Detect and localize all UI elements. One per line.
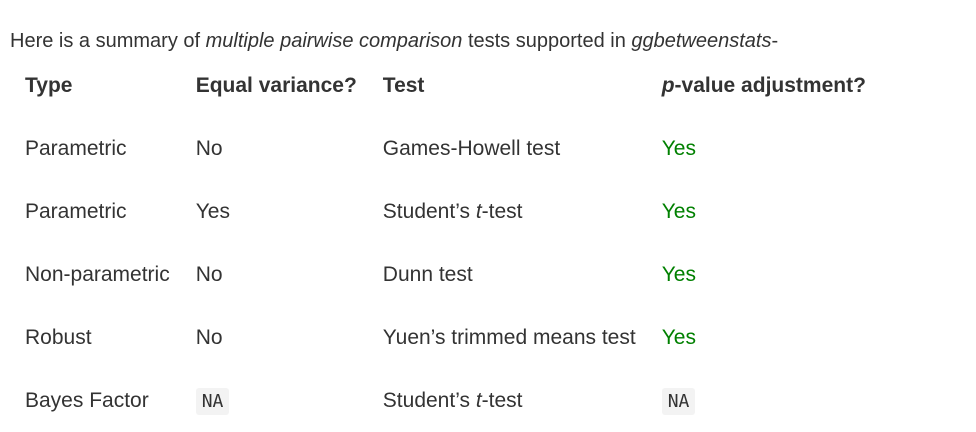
cell-test: Dunn test <box>370 243 649 306</box>
intro-middle: tests supported in <box>462 30 632 52</box>
table-row: Non-parametric No Dunn test Yes <box>12 243 879 306</box>
intro-suffix: - <box>771 30 779 52</box>
cell-type: Robust <box>25 325 92 349</box>
table-header-row: Type Equal variance? Test p-value adjust… <box>12 54 879 117</box>
table-row: Parametric No Games-Howell test Yes <box>12 117 879 180</box>
cell-type: Non-parametric <box>25 262 170 286</box>
header-type: Type <box>25 73 73 97</box>
cell-adjustment: Yes <box>661 136 696 160</box>
test-name-italic: t <box>475 199 482 223</box>
table-row: Bayes Factor NA Student’s t-test NA <box>12 369 879 432</box>
cell-adjustment: NA <box>649 369 879 432</box>
test-name: Games-Howell test <box>382 136 561 160</box>
header-p-italic: p <box>661 73 675 97</box>
na-code-badge: NA <box>661 387 696 415</box>
cell-equal-variance: Yes <box>195 199 230 223</box>
header-equal-variance: Equal variance? <box>195 73 357 97</box>
test-name-prefix: Student’s <box>382 388 476 412</box>
cell-type: Bayes Factor <box>25 388 149 412</box>
cell-equal-variance: NA <box>183 369 370 432</box>
cell-test: Yuen’s trimmed means test <box>370 306 649 369</box>
test-name: Dunn test <box>382 262 473 286</box>
cell-adjustment: Yes <box>661 325 696 349</box>
header-p-rest: -value adjustment? <box>674 73 866 97</box>
intro-emphasis-comparison: multiple pairwise comparison <box>205 30 463 52</box>
intro-emphasis-package: ggbetweenstats <box>631 30 772 52</box>
test-name-prefix: Student’s <box>382 199 476 223</box>
cell-equal-variance: No <box>195 325 223 349</box>
test-name-italic: t <box>475 388 482 412</box>
cell-test: Student’s t-test <box>370 180 649 243</box>
test-name-suffix: -test <box>481 199 523 223</box>
cell-type: Parametric <box>25 136 127 160</box>
comparison-summary-table: Type Equal variance? Test p-value adjust… <box>12 54 879 432</box>
table-row: Robust No Yuen’s trimmed means test Yes <box>12 306 879 369</box>
header-p-value-adjustment: p-value adjustment? <box>649 54 879 117</box>
cell-equal-variance: No <box>195 262 223 286</box>
cell-equal-variance: No <box>195 136 223 160</box>
intro-text: Here is a summary of multiple pairwise c… <box>10 28 778 54</box>
cell-adjustment: Yes <box>661 262 696 286</box>
na-code-badge: NA <box>195 387 230 415</box>
intro-prefix: Here is a summary of <box>10 30 206 52</box>
cell-type: Parametric <box>25 199 127 223</box>
cell-test: Student’s t-test <box>370 369 649 432</box>
header-test: Test <box>382 73 425 97</box>
test-name: Yuen’s trimmed means test <box>382 325 636 349</box>
test-name-suffix: -test <box>481 388 523 412</box>
cell-test: Games-Howell test <box>370 117 649 180</box>
cell-adjustment: Yes <box>661 199 696 223</box>
table-row: Parametric Yes Student’s t-test Yes <box>12 180 879 243</box>
